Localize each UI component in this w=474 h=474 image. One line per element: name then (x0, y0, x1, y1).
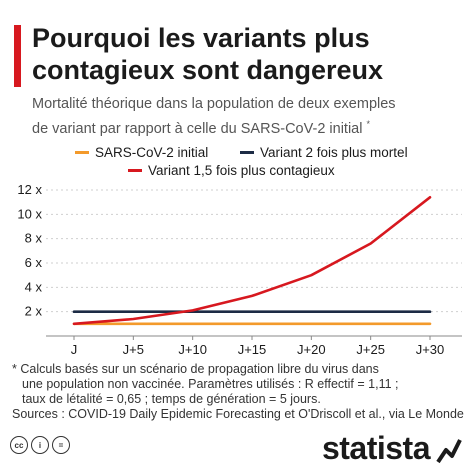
legend-item-deadly: Variant 2 fois plus mortel (240, 145, 408, 160)
equals-icon[interactable]: = (52, 436, 70, 454)
footnote-line-2: une population non vaccinée. Paramètres … (22, 377, 399, 391)
x-tick-label: J+20 (297, 342, 326, 357)
footnote: * Calculs basés sur un scénario de propa… (12, 362, 467, 422)
footnote-line-3: taux de létalité = 0,65 ; temps de génér… (22, 392, 321, 406)
legend-item-baseline: SARS-CoV-2 initial (75, 145, 208, 160)
x-tick-label: J+5 (123, 342, 144, 357)
series-line-contagious (72, 196, 432, 326)
x-tick-label: J (71, 342, 78, 357)
y-tick-label: 12 x (17, 182, 42, 197)
statista-logo-icon (436, 439, 462, 464)
legend-label-contagious: Variant 1,5 fois plus contagieux (148, 163, 335, 178)
y-tick-label: 4 x (25, 279, 43, 294)
y-tick-label: 6 x (25, 255, 43, 270)
subtitle-line-1: Mortalité théorique dans la population d… (32, 96, 396, 112)
subtitle-footnote-mark: * (366, 119, 370, 129)
title-line-1: Pourquoi les variants plus (32, 23, 370, 53)
sources-line: Sources : COVID-19 Daily Epidemic Foreca… (12, 407, 464, 421)
legend-swatch-baseline (75, 151, 89, 154)
footer: cc i = statista (0, 430, 474, 474)
title-line-2: contagieux sont dangereux (32, 55, 384, 85)
footnote-line-1: * Calculs basés sur un scénario de propa… (12, 362, 379, 376)
y-tick-label: 2 x (25, 304, 43, 319)
cc-icon[interactable]: cc (10, 436, 28, 454)
legend-label-baseline: SARS-CoV-2 initial (95, 145, 209, 160)
legend-item-contagious: Variant 1,5 fois plus contagieux (128, 163, 335, 178)
chart-subtitle: Mortalité théorique dans la population d… (32, 94, 467, 139)
x-tick-label: J+30 (416, 342, 445, 357)
license-icons: cc i = (10, 436, 70, 454)
y-tick-label: 8 x (25, 231, 43, 246)
subtitle-line-2: de variant par rapport à celle du SARS-C… (32, 120, 363, 137)
statista-logo-text[interactable]: statista (321, 430, 431, 466)
person-icon[interactable]: i (31, 436, 49, 454)
x-tick-label: J+10 (178, 342, 207, 357)
legend-swatch-deadly (240, 151, 254, 154)
x-tick-label: J+15 (238, 342, 267, 357)
legend-label-deadly: Variant 2 fois plus mortel (260, 145, 408, 160)
accent-bar (14, 25, 21, 87)
legend-swatch-contagious (128, 169, 142, 172)
x-tick-label: J+25 (356, 342, 385, 357)
y-tick-label: 10 x (17, 206, 42, 221)
chart-title: Pourquoi les variants plus contagieux so… (32, 22, 462, 86)
